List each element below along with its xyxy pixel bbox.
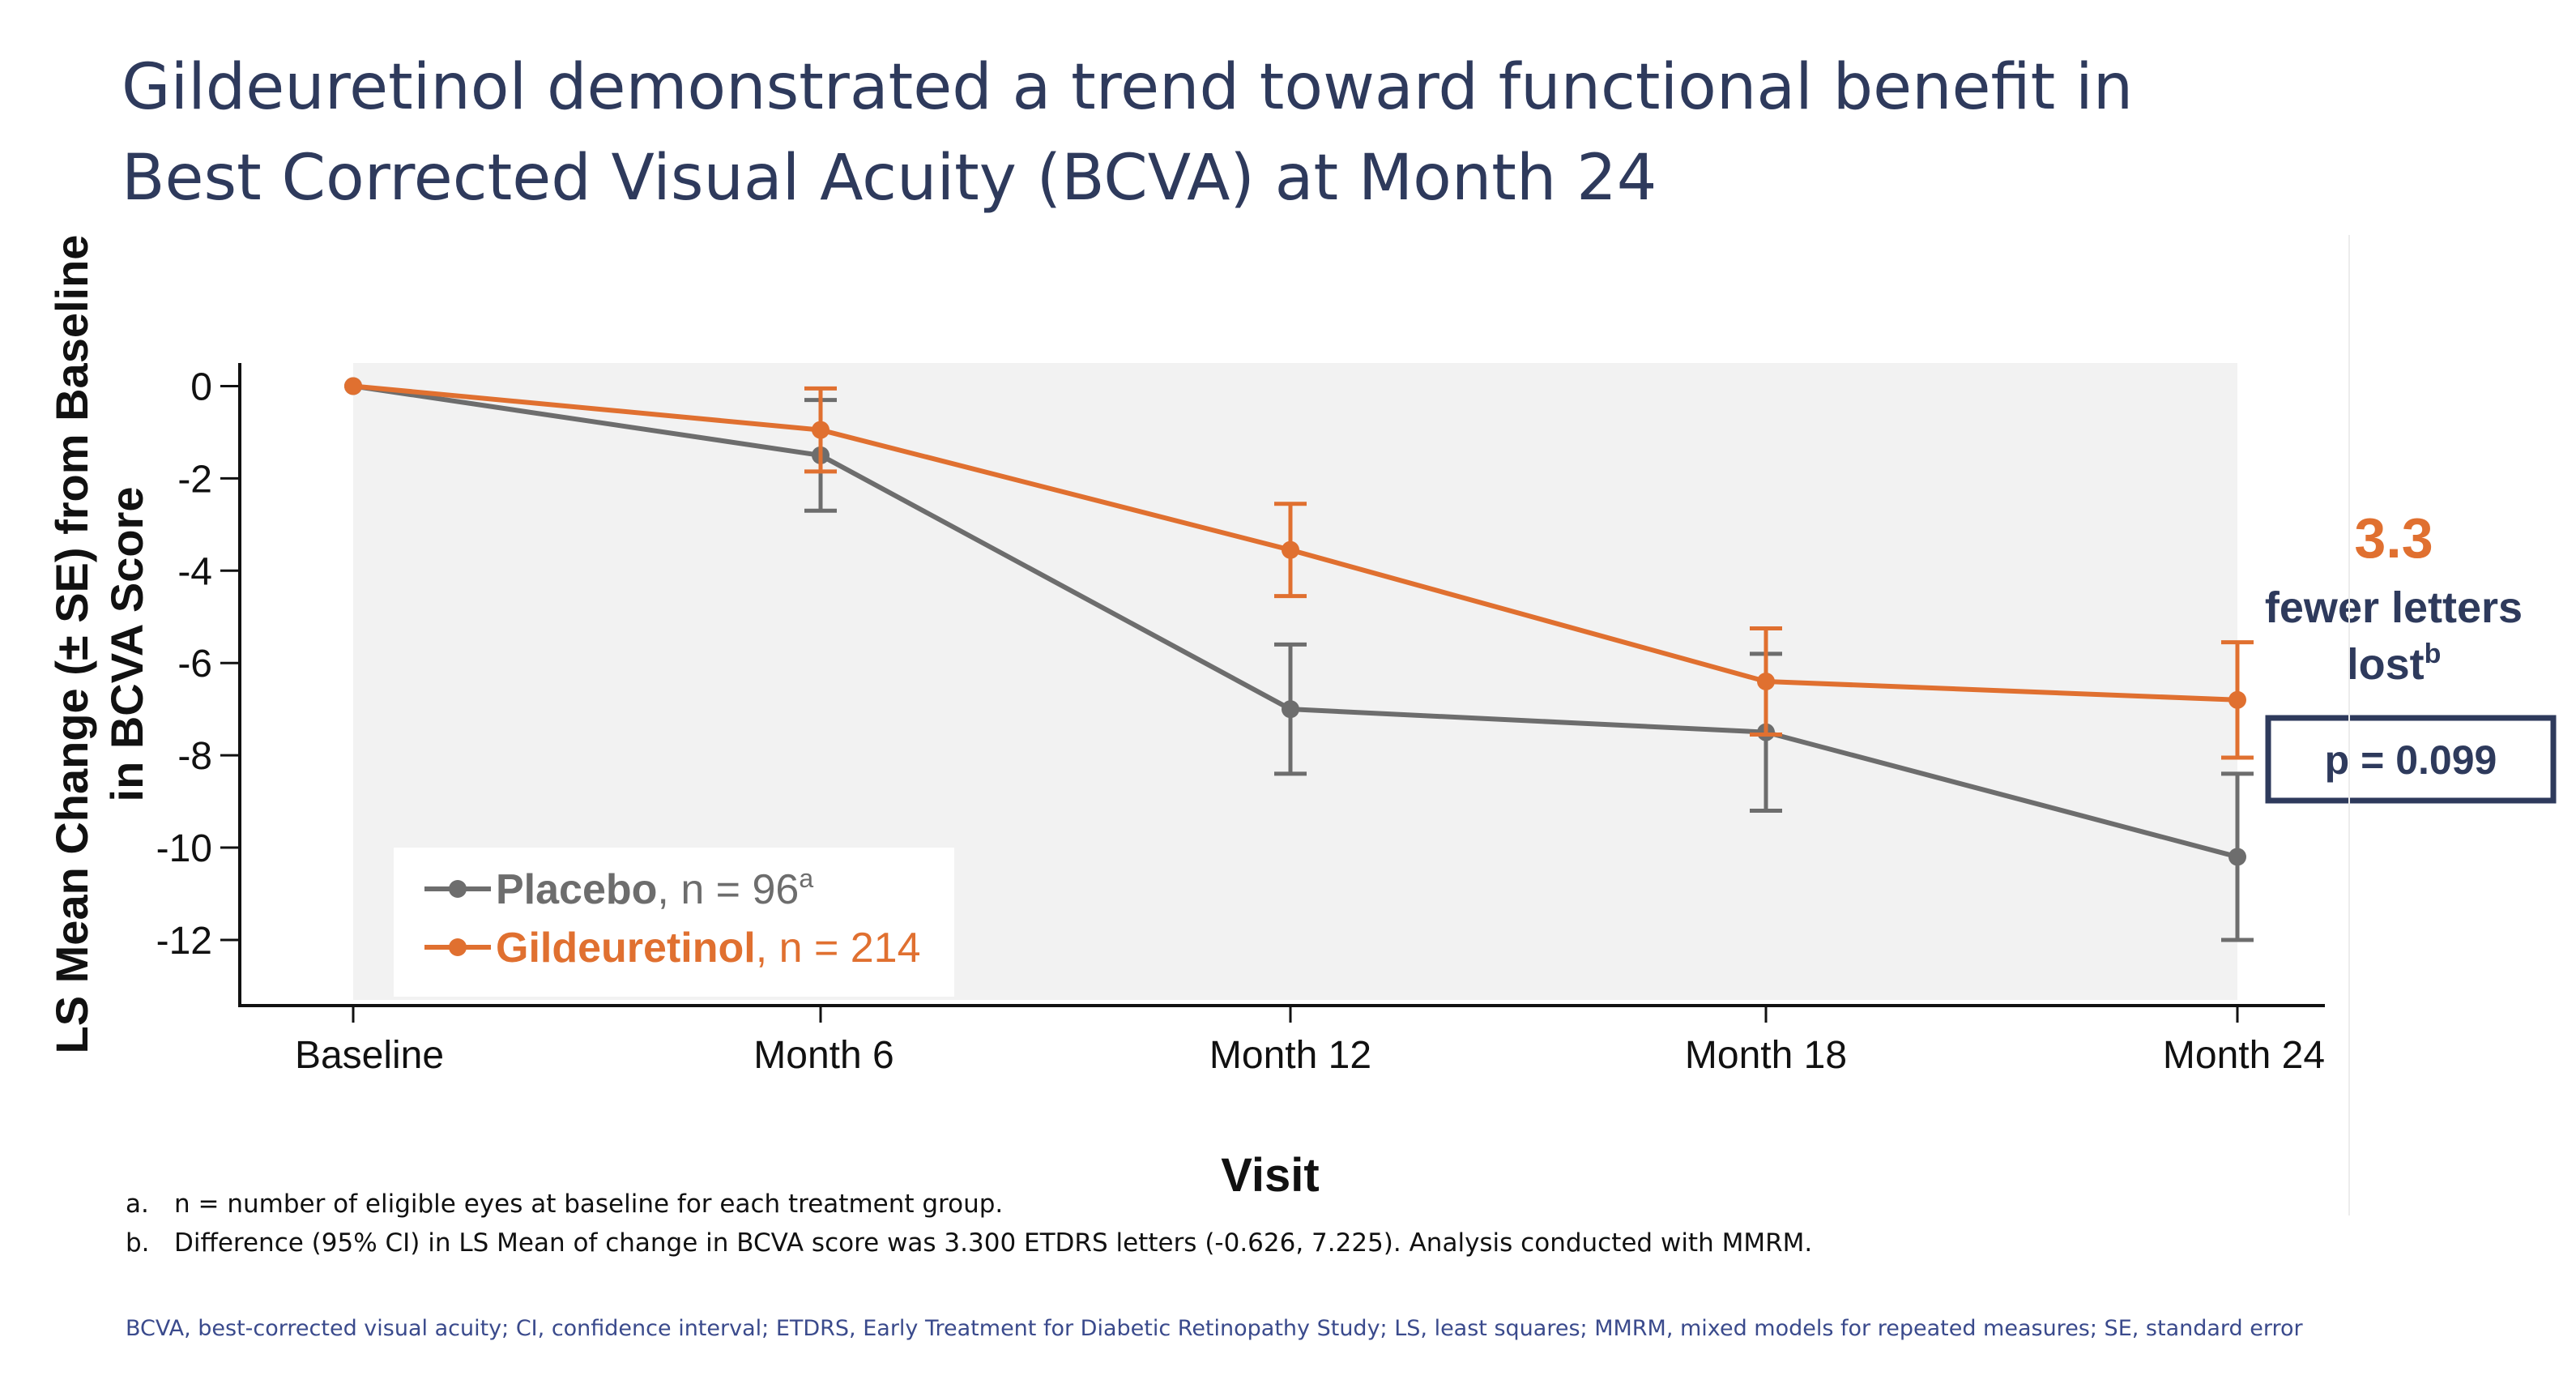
y-tick-label: -6 (177, 643, 212, 686)
y-tick-label: -8 (177, 735, 212, 778)
footnote-a-text: n = number of eligible eyes at baseline … (174, 1190, 1004, 1219)
pvalue-text: p = 0.099 (2325, 737, 2497, 783)
footnote-a-mark: a. (126, 1190, 149, 1219)
y-axis-title: LS Mean Change (± SE) from Baseline in B… (46, 235, 152, 1054)
data-point-gildeuretinol (1757, 673, 1775, 690)
series-layer (344, 377, 2254, 942)
legend-swatch-marker (449, 880, 467, 898)
y-tick-label: -2 (177, 458, 212, 501)
footnote-b-text: Difference (95% CI) in LS Mean of change… (174, 1228, 1813, 1258)
legend-item-placebo: Placebo, n = 96a (424, 864, 813, 913)
legend-n-label: , n = 96 (657, 866, 799, 913)
y-tick-label: -4 (177, 550, 212, 593)
callout-lost-label: lost (2347, 640, 2425, 689)
y-tick-label: 0 (190, 365, 212, 408)
footnote-b: b. Difference (95% CI) in LS Mean of cha… (126, 1224, 1812, 1262)
data-point-gildeuretinol (2228, 690, 2246, 709)
legend-label: Placebo, n = 96a (496, 864, 813, 913)
legend-label: Gildeuretinol, n = 214 (496, 925, 921, 972)
x-tick-label: Month 6 (753, 1034, 893, 1077)
abbreviations: BCVA, best-corrected visual acuity; CI, … (126, 1316, 2303, 1341)
legend-footnote-sup: a (799, 864, 813, 893)
data-point-placebo (1282, 700, 1299, 719)
legend-series-name: Gildeuretinol (496, 925, 756, 972)
x-tick-label: Baseline (295, 1034, 444, 1077)
data-point-gildeuretinol (344, 377, 362, 395)
y-tick-label: -10 (156, 827, 212, 870)
footnote-a: a. n = number of eligible eyes at baseli… (126, 1185, 1812, 1224)
legend-series-name: Placebo (496, 866, 657, 913)
y-axis-title-line-1: LS Mean Change (± SE) from Baseline (46, 235, 97, 1054)
pvalue-box (2265, 715, 2557, 804)
callout-footnote-sup: b (2425, 639, 2442, 669)
x-axis: Baseline Month 6 Month 12 Month 18 Month 24 (295, 1006, 2325, 1077)
x-axis-title: Visit (1221, 1149, 1319, 1202)
legend: Placebo, n = 96a Gildeuretinol, n = 214 (394, 848, 954, 997)
callout-text-line-2: lostb (2347, 639, 2442, 689)
footnotes: a. n = number of eligible eyes at baseli… (126, 1185, 1812, 1262)
data-point-placebo (2228, 848, 2246, 866)
difference-callout: 3.3 fewer letters lostb p = 0.099 (2265, 506, 2557, 804)
legend-swatch-marker (449, 938, 467, 956)
y-tick-label: -12 (156, 920, 212, 963)
data-point-gildeuretinol (812, 421, 830, 439)
data-point-gildeuretinol (1282, 540, 1299, 559)
x-tick-label: Month 24 (2163, 1034, 2325, 1077)
callout-value: 3.3 (2354, 506, 2433, 570)
x-tick-label: Month 18 (1685, 1034, 1847, 1077)
x-tick-label: Month 12 (1209, 1034, 1371, 1077)
y-axis-title-line-2: in BCVA Score (101, 487, 152, 802)
y-axis: 0 -2 -4 -6 -8 -10 -12 (156, 365, 240, 963)
slide-title-line-2: Best Corrected Visual Acuity (BCVA) at M… (122, 142, 1657, 215)
series-gildeuretinol (344, 377, 2254, 760)
slide-title: Gildeuretinol demonstrated a trend towar… (122, 42, 2309, 224)
legend-box (394, 848, 954, 997)
slide-title-line-1: Gildeuretinol demonstrated a trend towar… (122, 51, 2134, 124)
footnote-b-mark: b. (126, 1228, 150, 1258)
legend-item-gildeuretinol: Gildeuretinol, n = 214 (424, 925, 921, 972)
callout-text-line-1: fewer letters (2265, 583, 2523, 632)
legend-n-label: , n = 214 (756, 925, 921, 972)
